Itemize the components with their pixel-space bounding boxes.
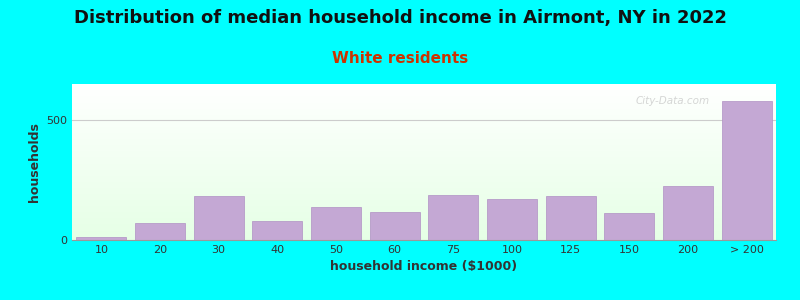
Bar bbox=[487, 199, 537, 240]
Text: Distribution of median household income in Airmont, NY in 2022: Distribution of median household income … bbox=[74, 9, 726, 27]
Bar bbox=[429, 195, 478, 240]
Text: City-Data.com: City-Data.com bbox=[635, 97, 710, 106]
Bar bbox=[135, 223, 185, 240]
Bar bbox=[722, 101, 771, 240]
Bar bbox=[77, 237, 126, 240]
Bar bbox=[370, 212, 419, 240]
X-axis label: household income ($1000): household income ($1000) bbox=[330, 260, 518, 273]
Bar bbox=[194, 196, 243, 240]
Bar bbox=[253, 221, 302, 240]
Y-axis label: households: households bbox=[27, 122, 41, 202]
Text: White residents: White residents bbox=[332, 51, 468, 66]
Bar bbox=[546, 196, 595, 240]
Bar bbox=[605, 213, 654, 240]
Bar bbox=[663, 186, 713, 240]
Bar bbox=[311, 207, 361, 240]
